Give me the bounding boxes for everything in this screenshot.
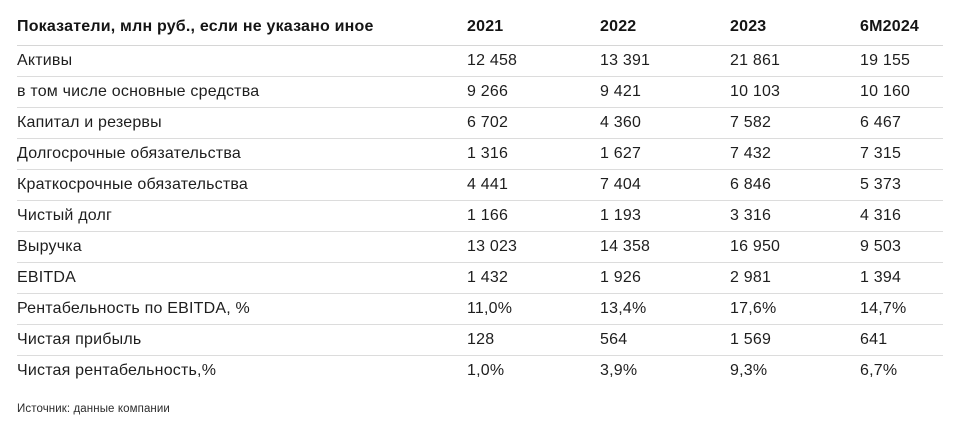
metric-value: 1 569 <box>730 324 860 356</box>
column-header-2022: 2022 <box>600 8 730 46</box>
table-row: Рентабельность по EBITDA, % 11,0% 13,4% … <box>17 293 943 325</box>
metric-value: 9 503 <box>860 231 943 263</box>
row-label: в том числе основные средства <box>17 76 467 108</box>
metric-value: 7 404 <box>600 169 730 201</box>
metric-value: 641 <box>860 324 943 356</box>
metric-value: 3 316 <box>730 200 860 232</box>
metric-value: 6 467 <box>860 107 943 139</box>
row-label: Активы <box>17 45 467 77</box>
table-row: Чистый долг 1 166 1 193 3 316 4 316 <box>17 200 943 232</box>
table-row: Активы 12 458 13 391 21 861 19 155 <box>17 45 943 77</box>
metric-value: 1,0% <box>467 362 505 379</box>
table-row: Выручка 13 023 14 358 16 950 9 503 <box>17 231 943 263</box>
metric-value: 21 861 <box>730 45 860 77</box>
source-note: Источник: данные компании <box>17 403 170 415</box>
metric-value: 7 315 <box>860 138 943 170</box>
metric-value: 7 582 <box>730 107 860 139</box>
financial-indicators-table: Показатели, млн руб., если не указано ин… <box>17 8 943 386</box>
metric-value: 1 316 <box>467 138 600 170</box>
metric-value: 1 166 <box>467 200 600 232</box>
row-label: Выручка <box>17 231 467 263</box>
metric-value: 11,0% <box>467 293 600 325</box>
row-label: Капитал и резервы <box>17 107 467 139</box>
column-header-2021: 2021 <box>467 8 600 46</box>
row-label: Чистая прибыль <box>17 324 467 356</box>
metric-value: 9,3% <box>730 362 768 379</box>
metric-value: 1 432 <box>467 262 600 294</box>
metric-value: 4 316 <box>860 200 943 232</box>
metric-value: 6,7% <box>860 362 898 379</box>
metric-value: 1 394 <box>860 262 943 294</box>
table-row: Краткосрочные обязательства 4 441 7 404 … <box>17 169 943 201</box>
table-row: Долгосрочные обязательства 1 316 1 627 7… <box>17 138 943 170</box>
metric-value: 6 702 <box>467 107 600 139</box>
row-label: Чистый долг <box>17 200 467 232</box>
metric-value: 5 373 <box>860 169 943 201</box>
table-row: Чистая рентабельность,% 1,0% 3,9% 9,3% 6… <box>17 356 943 387</box>
row-label: Рентабельность по EBITDA, % <box>17 293 467 325</box>
column-header-6m2024: 6М2024 <box>860 8 943 46</box>
metric-value: 10 160 <box>860 76 943 108</box>
metric-value: 9 266 <box>467 76 600 108</box>
row-label: EBITDA <box>17 262 467 294</box>
metric-value: 12 458 <box>467 45 600 77</box>
column-header-2023: 2023 <box>730 8 860 46</box>
metric-value: 1 926 <box>600 262 730 294</box>
metric-value: 14,7% <box>860 293 943 325</box>
metric-value: 7 432 <box>730 138 860 170</box>
table-row: Чистая прибыль 128 564 1 569 641 <box>17 324 943 356</box>
row-label: Долгосрочные обязательства <box>17 138 467 170</box>
metric-value: 16 950 <box>730 231 860 263</box>
table-title: Показатели, млн руб., если не указано ин… <box>17 8 467 46</box>
table-row: EBITDA 1 432 1 926 2 981 1 394 <box>17 262 943 294</box>
metric-value: 128 <box>467 324 600 356</box>
metric-value: 4 441 <box>467 169 600 201</box>
metric-value: 13,4% <box>600 293 730 325</box>
metric-value: 14 358 <box>600 231 730 263</box>
metric-value: 4 360 <box>600 107 730 139</box>
metric-value: 1 193 <box>600 200 730 232</box>
metric-value: 1 627 <box>600 138 730 170</box>
metric-value: 9 421 <box>600 76 730 108</box>
row-label: Краткосрочные обязательства <box>17 169 467 201</box>
metric-value: 19 155 <box>860 45 943 77</box>
metric-value: 6 846 <box>730 169 860 201</box>
table-row: Капитал и резервы 6 702 4 360 7 582 6 46… <box>17 107 943 139</box>
metric-value: 17,6% <box>730 293 860 325</box>
table-header-row: Показатели, млн руб., если не указано ин… <box>17 8 943 46</box>
table-row: в том числе основные средства 9 266 9 42… <box>17 76 943 108</box>
metric-value: 564 <box>600 324 730 356</box>
metric-value: 10 103 <box>730 76 860 108</box>
row-label: Чистая рентабельность,% <box>17 362 217 379</box>
metric-value: 2 981 <box>730 262 860 294</box>
metric-value: 13 391 <box>600 45 730 77</box>
metric-value: 3,9% <box>600 362 638 379</box>
metric-value: 13 023 <box>467 231 600 263</box>
